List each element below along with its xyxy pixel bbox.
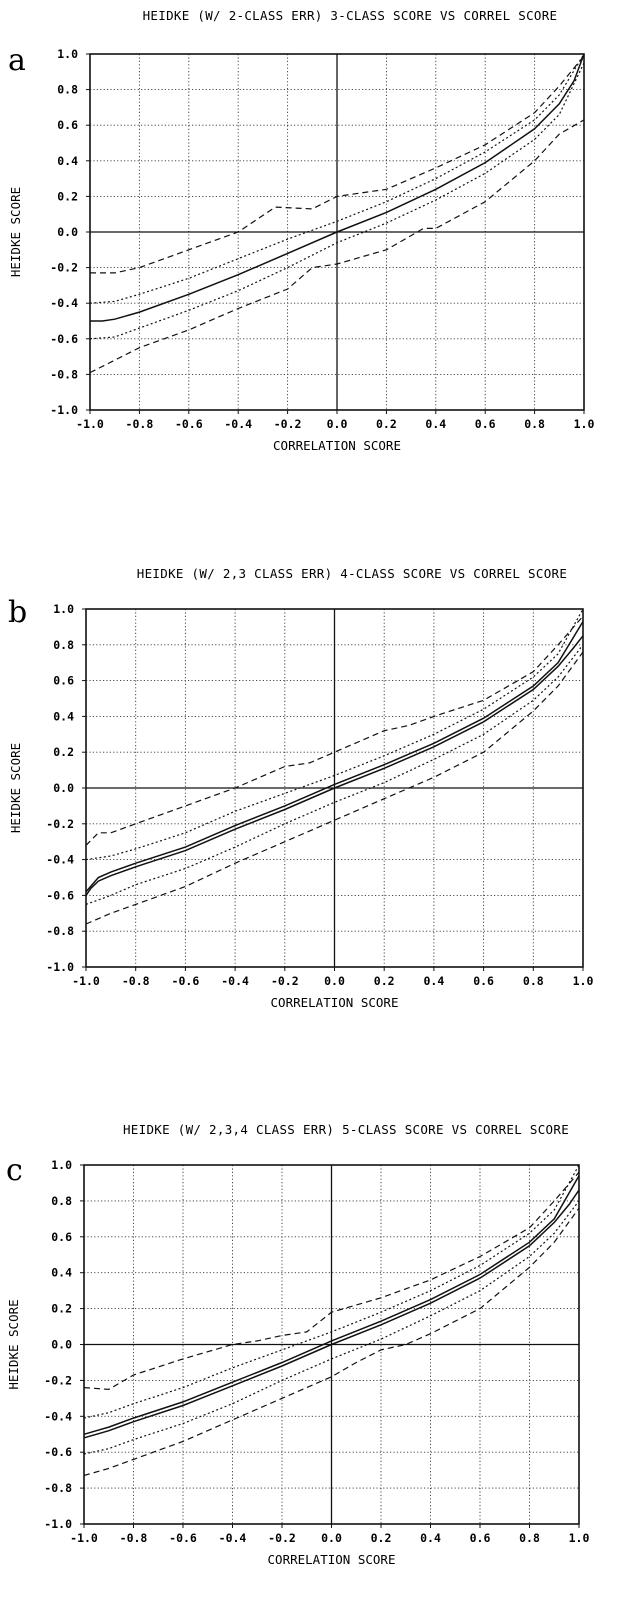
- y-tick-label: -0.2: [44, 1373, 72, 1387]
- y-tick-label: -1.0: [46, 960, 74, 974]
- y-axis-label: HEIDKE SCORE: [6, 1299, 21, 1389]
- chart-panel-b: HEIDKE (W/ 2,3 CLASS ERR) 4-CLASS SCORE …: [8, 566, 593, 1010]
- x-tick-label: 0.0: [324, 974, 345, 988]
- series-line-dotted-3: [83, 1200, 580, 1455]
- y-tick-label: 0.4: [53, 709, 74, 723]
- x-tick-label: -1.0: [76, 417, 104, 431]
- y-tick-label: 0.6: [53, 674, 74, 688]
- series-line-dashed-5: [85, 651, 584, 925]
- x-tick-label: -0.6: [172, 974, 200, 988]
- series-line-dashed-5: [83, 1207, 580, 1477]
- x-tick-label: 0.0: [321, 1531, 342, 1545]
- series-line-dashed-4: [89, 119, 585, 374]
- x-tick-label: -0.2: [274, 417, 302, 431]
- x-tick-label: 0.2: [371, 1531, 392, 1545]
- x-axis-label: CORRELATION SCORE: [273, 438, 401, 453]
- y-tick-label: -0.6: [50, 332, 78, 346]
- series-line-dashed-4: [85, 615, 584, 846]
- x-axis-label: CORRELATION SCORE: [268, 1552, 396, 1567]
- x-tick-label: 1.0: [569, 1531, 590, 1545]
- x-tick-label: 1.0: [573, 974, 594, 988]
- y-tick-label: 0.8: [53, 638, 74, 652]
- y-tick-label: -0.8: [44, 1481, 72, 1495]
- chart-title: HEIDKE (W/ 2-CLASS ERR) 3-CLASS SCORE VS…: [143, 8, 558, 23]
- x-tick-label: -0.8: [120, 1531, 148, 1545]
- chart-panel-a: HEIDKE (W/ 2-CLASS ERR) 3-CLASS SCORE VS…: [8, 8, 594, 453]
- y-tick-label: -1.0: [44, 1517, 72, 1531]
- y-tick-label: -0.8: [50, 367, 78, 381]
- series-line-solid-0: [83, 1189, 580, 1439]
- series-line-dashed-4: [83, 1171, 580, 1391]
- series-line-solid-1: [85, 621, 584, 893]
- x-tick-label: 1.0: [574, 417, 595, 431]
- y-tick-label: 1.0: [57, 47, 78, 61]
- x-tick-label: 0.8: [524, 417, 545, 431]
- panel-label: c: [6, 1153, 23, 1188]
- x-tick-label: 0.8: [519, 1531, 540, 1545]
- y-tick-label: -0.2: [46, 817, 74, 831]
- x-tick-label: -1.0: [72, 974, 100, 988]
- y-tick-label: 0.0: [53, 781, 74, 795]
- series-line-solid-0: [90, 53, 585, 322]
- y-tick-label: 0.4: [57, 154, 78, 168]
- series-line-dotted-2: [83, 1164, 580, 1419]
- x-tick-label: -0.2: [268, 1531, 296, 1545]
- y-axis-label: HEIDKE SCORE: [8, 743, 23, 833]
- chart-panel-c: HEIDKE (W/ 2,3,4 CLASS ERR) 5-CLASS SCOR…: [6, 1122, 589, 1567]
- x-tick-label: 0.8: [523, 974, 544, 988]
- y-tick-label: 0.2: [57, 189, 78, 203]
- x-tick-label: -0.2: [271, 974, 299, 988]
- x-tick-label: -0.4: [219, 1531, 247, 1545]
- y-axis-label: HEIDKE SCORE: [8, 187, 23, 277]
- x-tick-label: -0.6: [175, 417, 203, 431]
- series-line-solid-0: [85, 635, 584, 896]
- x-tick-label: 0.0: [327, 417, 348, 431]
- x-tick-label: 0.4: [424, 974, 445, 988]
- chart-title: HEIDKE (W/ 2,3 CLASS ERR) 4-CLASS SCORE …: [137, 566, 567, 581]
- y-tick-label: 0.0: [57, 225, 78, 239]
- y-tick-label: 0.0: [51, 1338, 72, 1352]
- panel-label: a: [8, 43, 26, 78]
- x-tick-label: 0.4: [420, 1531, 441, 1545]
- series-line-dotted-2: [89, 62, 585, 340]
- series-line-dotted-1: [89, 53, 585, 304]
- y-tick-label: 0.2: [53, 745, 74, 759]
- y-tick-label: -0.4: [44, 1409, 72, 1423]
- y-tick-label: -0.4: [46, 853, 74, 867]
- x-tick-label: -0.4: [221, 974, 249, 988]
- y-tick-label: -0.2: [50, 261, 78, 275]
- x-tick-label: 0.6: [470, 1531, 491, 1545]
- y-tick-label: 0.2: [51, 1302, 72, 1316]
- y-tick-label: 1.0: [51, 1158, 72, 1172]
- y-tick-label: -1.0: [50, 403, 78, 417]
- y-tick-label: 0.6: [57, 118, 78, 132]
- x-tick-label: 0.6: [473, 974, 494, 988]
- y-tick-label: -0.6: [46, 888, 74, 902]
- y-tick-label: 0.8: [51, 1194, 72, 1208]
- x-tick-label: -0.4: [224, 417, 252, 431]
- x-tick-label: 0.2: [376, 417, 397, 431]
- y-tick-label: -0.4: [50, 296, 78, 310]
- y-tick-label: 1.0: [53, 602, 74, 616]
- y-tick-label: 0.6: [51, 1230, 72, 1244]
- x-axis-label: CORRELATION SCORE: [271, 995, 399, 1010]
- x-tick-label: 0.4: [425, 417, 446, 431]
- x-tick-label: -0.6: [169, 1531, 197, 1545]
- y-tick-label: -0.8: [46, 924, 74, 938]
- y-tick-label: -0.6: [44, 1445, 72, 1459]
- chart-title: HEIDKE (W/ 2,3,4 CLASS ERR) 5-CLASS SCOR…: [123, 1122, 569, 1137]
- x-tick-label: -1.0: [70, 1531, 98, 1545]
- panel-label: b: [8, 595, 27, 630]
- series-line-dotted-2: [85, 608, 584, 861]
- series-line-dashed-3: [90, 55, 585, 274]
- x-tick-label: 0.2: [374, 974, 395, 988]
- x-tick-label: 0.6: [475, 417, 496, 431]
- x-tick-label: -0.8: [126, 417, 154, 431]
- series-line-solid-1: [83, 1175, 580, 1436]
- y-tick-label: 0.8: [57, 83, 78, 97]
- x-tick-label: -0.8: [122, 974, 150, 988]
- y-tick-label: 0.4: [51, 1266, 72, 1280]
